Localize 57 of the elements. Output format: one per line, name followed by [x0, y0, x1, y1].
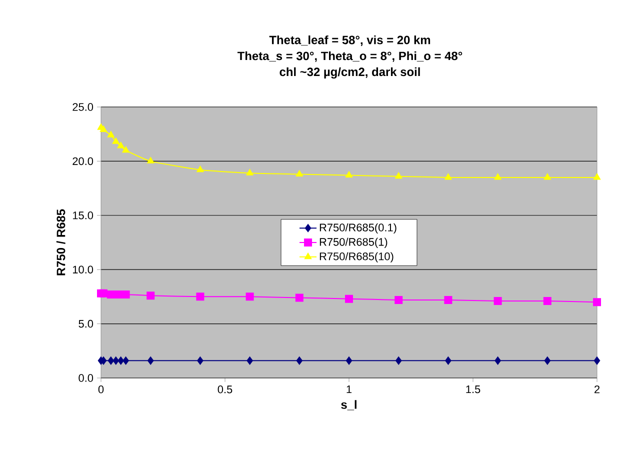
x-tick-label: 0.5 [218, 386, 232, 394]
y-axis-title: R750 / R685 [56, 209, 66, 276]
x-tick-label: 0 [98, 386, 104, 394]
point [246, 169, 254, 176]
point [444, 296, 452, 304]
point [594, 356, 600, 365]
point [99, 289, 108, 298]
point [593, 173, 601, 180]
legend-label: R750/R685(1) [320, 238, 388, 248]
chart-title: Theta_leaf = 58°, vis = 20 km Theta_s = 30°, Theta_o = 8°, Phi_o = 48° chl ~32 µg/cm2, dark soil [237, 35, 462, 79]
point [296, 356, 303, 365]
point [494, 356, 501, 365]
point [494, 297, 502, 306]
point [117, 142, 124, 148]
point [445, 356, 452, 365]
point [112, 356, 120, 365]
y-tick-label: 20.0 [72, 157, 94, 166]
x-tick-label: 2 [594, 386, 600, 394]
point [246, 356, 253, 365]
point [147, 157, 154, 164]
point [196, 166, 204, 172]
point [100, 126, 108, 132]
x-tick-label: 1.5 [466, 386, 480, 394]
point [107, 131, 114, 138]
point [593, 298, 602, 306]
point [147, 356, 154, 365]
point [395, 172, 402, 179]
point [346, 356, 352, 365]
y-tick-label: 25.0 [72, 103, 94, 111]
point [112, 138, 120, 144]
point [543, 297, 552, 306]
point [395, 356, 402, 365]
point [444, 173, 452, 180]
point [197, 356, 204, 365]
point [494, 173, 502, 180]
y-tick-label: 5.0 [78, 320, 94, 328]
point [544, 356, 551, 365]
point [118, 356, 124, 365]
y-tick-label: 10.0 [72, 266, 94, 274]
point [146, 292, 155, 300]
point [108, 356, 114, 365]
point [394, 296, 403, 304]
point [246, 292, 254, 301]
point [196, 292, 204, 301]
point [295, 294, 304, 302]
point [345, 294, 354, 303]
point [296, 170, 303, 176]
point [345, 171, 353, 178]
point [122, 356, 129, 365]
point [544, 173, 551, 180]
x-tick-label: 1 [346, 386, 352, 394]
legend-label: R750/R685(0.1) [320, 223, 396, 234]
point [122, 146, 130, 153]
y-tick-label: 0.0 [78, 374, 94, 382]
x-axis-title: s_l [341, 400, 356, 410]
y-tick-label: 15.0 [72, 212, 94, 220]
legend-label: R750/R685(10) [320, 252, 394, 262]
